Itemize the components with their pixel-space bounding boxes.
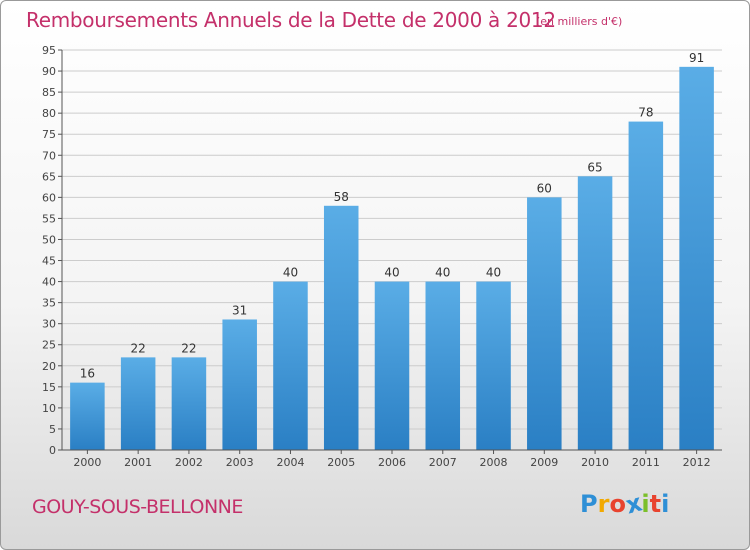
y-tick-label: 70 <box>42 149 56 162</box>
x-tick-label-2010: 2010 <box>581 456 609 469</box>
data-label-2009: 60 <box>537 181 552 195</box>
x-tick-label-2007: 2007 <box>429 456 457 469</box>
y-tick-label: 30 <box>42 318 56 331</box>
bar-2007 <box>425 281 461 450</box>
x-tick-label-2012: 2012 <box>683 456 711 469</box>
x-tick-label-2008: 2008 <box>480 456 508 469</box>
bar-2009 <box>527 197 562 450</box>
bar-2001 <box>120 357 156 450</box>
y-tick-label: 25 <box>42 339 56 352</box>
bar-2010 <box>577 176 613 450</box>
x-tick-label-2000: 2000 <box>73 456 101 469</box>
chart-subtitle: (en milliers d'€) <box>536 15 623 28</box>
y-tick-label: 35 <box>42 297 56 310</box>
y-tick-label: 5 <box>49 423 56 436</box>
data-label-2010: 65 <box>587 160 602 174</box>
data-label-2012: 91 <box>689 51 704 65</box>
commune-name: GOUY-SOUS-BELLONNE <box>32 496 243 518</box>
logo-letter: o <box>609 490 626 518</box>
bar-2006 <box>374 281 410 450</box>
y-tick-label: 80 <box>42 107 56 120</box>
y-tick-label: 0 <box>49 444 56 457</box>
y-tick-label: 65 <box>42 170 56 183</box>
y-tick-label: 45 <box>42 255 56 268</box>
y-tick-label: 10 <box>42 402 56 415</box>
data-label-2001: 22 <box>131 341 146 355</box>
logo-letter: t <box>649 490 662 518</box>
bar-2011 <box>628 121 664 450</box>
bar-2003 <box>222 319 257 450</box>
data-label-2000: 16 <box>80 367 95 381</box>
y-tick-label: 15 <box>42 381 56 394</box>
x-tick-label-2003: 2003 <box>226 456 254 469</box>
bar-2000 <box>70 382 105 450</box>
y-tick-label: 75 <box>42 128 56 141</box>
bar-2012 <box>679 66 714 450</box>
bars: 16 22 22 31 40 58 40 40 40 60 65 78 91 <box>70 51 714 450</box>
x-tick-label-2004: 2004 <box>276 456 304 469</box>
bar-2005 <box>323 205 359 450</box>
x-tick-label-2005: 2005 <box>327 456 355 469</box>
x-tick-label-2001: 2001 <box>124 456 152 469</box>
x-tick-label-2011: 2011 <box>632 456 660 469</box>
y-tick-label: 50 <box>42 233 56 246</box>
data-label-2004: 40 <box>283 266 298 280</box>
data-label-2002: 22 <box>181 341 196 355</box>
y-tick-label: 85 <box>42 86 56 99</box>
y-tick-label: 90 <box>42 65 56 78</box>
data-label-2006: 40 <box>384 266 399 280</box>
chart-title: Remboursements Annuels de la Dette de 20… <box>26 8 556 32</box>
logo-letter: r <box>597 490 610 518</box>
logo-letter: i <box>661 490 670 518</box>
axes: 0 5 10 15 20 25 30 35 40 45 50 55 60 65 70 75 80 85 90 95 20… <box>42 44 722 469</box>
data-label-2008: 40 <box>486 266 501 280</box>
data-label-2005: 58 <box>334 190 349 204</box>
y-tick-label: 40 <box>42 276 56 289</box>
x-tick-label-2006: 2006 <box>378 456 406 469</box>
y-tick-label: 20 <box>42 360 56 373</box>
y-tick-label: 60 <box>42 191 56 204</box>
logo-letter: i <box>641 490 650 518</box>
y-tick-label: 55 <box>42 212 56 225</box>
bar-2002 <box>171 357 207 450</box>
data-label-2011: 78 <box>638 106 653 120</box>
bar-2008 <box>476 281 511 450</box>
data-label-2003: 31 <box>232 303 247 317</box>
y-tick-label: 95 <box>42 44 56 57</box>
proxiti-logo: Proxiti <box>580 488 670 519</box>
logo-letter: P <box>580 490 598 518</box>
x-tick-label-2002: 2002 <box>175 456 203 469</box>
x-tick-label-2009: 2009 <box>530 456 558 469</box>
data-label-2007: 40 <box>435 266 450 280</box>
bar-2004 <box>273 281 308 450</box>
